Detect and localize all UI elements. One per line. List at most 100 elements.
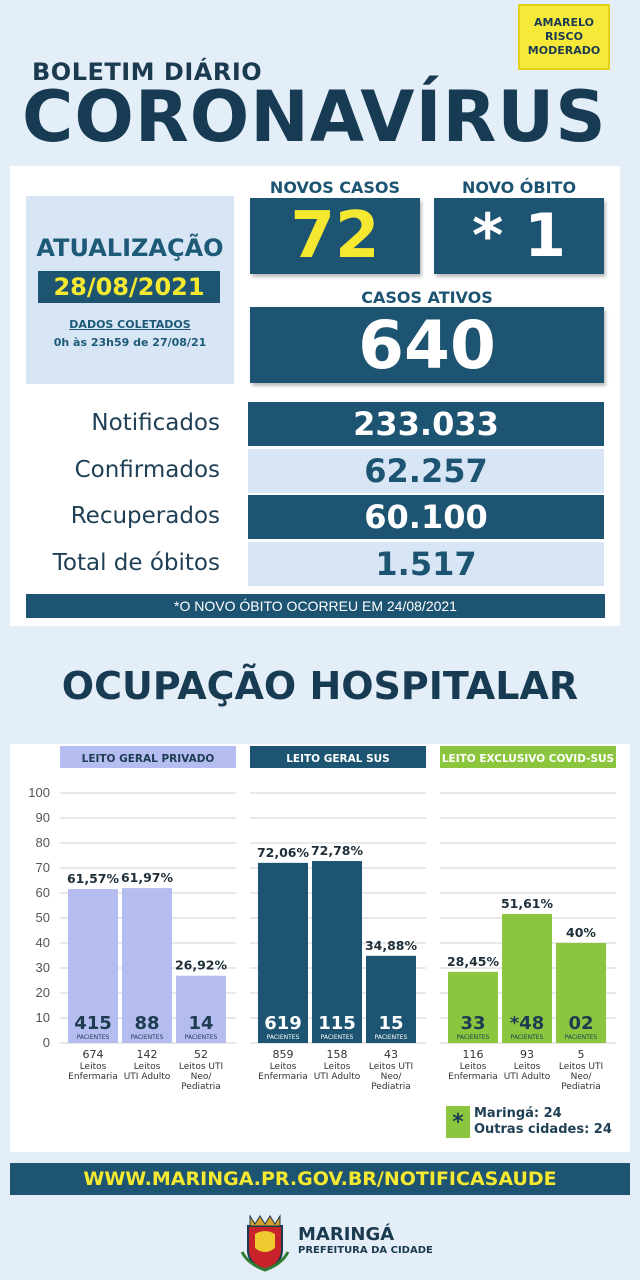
bar xyxy=(176,975,226,1043)
group-header-label: LEITO GERAL SUS xyxy=(286,753,390,765)
risk-line-2: RISCO xyxy=(545,30,583,43)
bed-count: 674 xyxy=(83,1048,104,1061)
new-cases-label: NOVOS CASOS xyxy=(269,178,401,197)
y-tick-label: 70 xyxy=(36,860,50,875)
risk-line-3: MODERADO xyxy=(527,44,601,57)
bar xyxy=(502,913,552,1043)
total-label: Recuperados xyxy=(70,503,220,529)
bed-category-line: UTI Adulto xyxy=(314,1072,361,1082)
bar-percent-label: 40% xyxy=(566,925,596,940)
legend-maringa: Maringá: 24 xyxy=(474,1106,562,1121)
y-tick-label: 10 xyxy=(36,1010,50,1025)
bar-patient-count: 415 xyxy=(74,1013,112,1034)
bar-patient-count: *48 xyxy=(510,1013,544,1034)
update-date: 28/08/2021 xyxy=(38,271,220,303)
total-value: 60.100 xyxy=(248,495,604,539)
bar-patient-unit: PACIENTES xyxy=(131,1034,164,1041)
y-tick-label: 0 xyxy=(43,1035,50,1050)
bar-patient-unit: PACIENTES xyxy=(457,1034,490,1041)
page-title: CORONAVÍRUS xyxy=(22,76,607,158)
bed-category-line: UTI Adulto xyxy=(504,1072,551,1082)
bar xyxy=(122,888,172,1043)
bar-percent-label: 61,57% xyxy=(67,871,120,886)
bed-count: 116 xyxy=(463,1048,484,1061)
bed-category-line: Leitos xyxy=(514,1062,541,1072)
bed-category-line: Pediatria xyxy=(181,1082,221,1092)
y-tick-label: 20 xyxy=(36,985,50,1000)
bed-category-line: Leitos xyxy=(80,1062,107,1072)
risk-line-1: AMARELO xyxy=(534,16,594,29)
bar xyxy=(448,971,498,1043)
bar-patient-unit: PACIENTES xyxy=(565,1034,598,1041)
bar-patient-count: 619 xyxy=(264,1013,302,1034)
bar-patient-count: 02 xyxy=(568,1013,593,1034)
footnote: *O NOVO ÓBITO OCORREU EM 24/08/2021 xyxy=(26,594,605,618)
y-tick-label: 30 xyxy=(36,960,50,975)
group-header-label: LEITO GERAL PRIVADO xyxy=(82,753,215,765)
total-label: Confirmados xyxy=(74,457,220,483)
hospital-section-title: OCUPAÇÃO HOSPITALAR xyxy=(61,664,579,708)
hospital-occupancy-chart: 0 10 20 30 40 50 60 70 80 90 100 LEITO GERAL PRIVAD… xyxy=(28,746,616,1092)
bed-category-line: Enfermaria xyxy=(258,1072,308,1082)
bed-category-line: Neo/ xyxy=(381,1072,403,1082)
city-seal-icon xyxy=(240,1214,290,1272)
bar xyxy=(258,862,308,1043)
bar-patient-count: 88 xyxy=(134,1013,159,1034)
bed-count: 859 xyxy=(273,1048,294,1061)
total-value: 1.517 xyxy=(248,542,604,586)
group-header xyxy=(440,746,616,768)
bar-patient-count: 115 xyxy=(318,1013,356,1034)
bar-patient-unit: PACIENTES xyxy=(375,1034,408,1041)
collection-note-period: 0h às 23h59 de 27/08/21 xyxy=(53,336,207,349)
total-value: 62.257 xyxy=(248,449,604,493)
group-header-label: LEITO EXCLUSIVO COVID-SUS xyxy=(442,753,614,765)
bed-category-line: UTI Adulto xyxy=(124,1072,171,1082)
bed-category-line: Neo/ xyxy=(571,1072,593,1082)
bed-category-line: Leitos UTI xyxy=(369,1062,413,1072)
bar-percent-label: 28,45% xyxy=(447,954,500,969)
bar-percent-label: 26,92% xyxy=(175,958,228,973)
bed-category-line: Enfermaria xyxy=(448,1072,498,1082)
update-label: ATUALIZAÇÃO xyxy=(36,234,224,262)
bar-patient-count: 33 xyxy=(460,1013,485,1034)
bar-patient-count: 15 xyxy=(378,1013,403,1034)
y-tick-label: 90 xyxy=(36,810,50,825)
bar xyxy=(312,861,362,1043)
bar-patient-unit: PACIENTES xyxy=(321,1034,354,1041)
y-tick-label: 60 xyxy=(36,885,50,900)
y-tick-label: 80 xyxy=(36,835,50,850)
bar xyxy=(366,955,416,1043)
new-death-label: NOVO ÓBITO xyxy=(461,178,577,197)
bed-count: 93 xyxy=(520,1048,534,1061)
bed-count: 142 xyxy=(137,1048,158,1061)
bed-count: 5 xyxy=(578,1048,585,1061)
new-cases-value: 72 xyxy=(250,198,420,274)
total-label: Notificados xyxy=(91,410,220,436)
collection-note-title: DADOS COLETADOS xyxy=(69,318,191,331)
bed-category-line: Pediatria xyxy=(371,1082,411,1092)
bed-category-line: Enfermaria xyxy=(68,1072,118,1082)
collection-note: DADOS COLETADOS 0h às 23h59 de 27/08/21 xyxy=(26,316,234,352)
y-tick-label: 50 xyxy=(36,910,50,925)
bar-percent-label: 51,61% xyxy=(501,896,554,911)
legend-text: Maringá: 24 Outras cidades: 24 xyxy=(474,1106,612,1138)
bed-category-line: Leitos xyxy=(460,1062,487,1072)
website-link[interactable]: WWW.MARINGA.PR.GOV.BR/NOTIFICASAUDE xyxy=(10,1163,630,1195)
city-name: MARINGÁ xyxy=(298,1224,395,1245)
active-cases-value: 640 xyxy=(250,307,604,384)
group-header xyxy=(60,746,236,768)
legend-other-cities: Outras cidades: 24 xyxy=(474,1122,612,1137)
bed-category-line: Leitos xyxy=(134,1062,161,1072)
bar-percent-label: 72,78% xyxy=(311,843,364,858)
bed-category-line: Leitos xyxy=(324,1062,351,1072)
bar xyxy=(68,889,118,1043)
bulletin-subtitle: BOLETIM DIÁRIO xyxy=(32,58,263,86)
bed-category-line: Neo/ xyxy=(191,1072,213,1082)
bed-category-line: Leitos UTI xyxy=(559,1062,603,1072)
bar-percent-label: 61,97% xyxy=(121,870,174,885)
bar-patient-unit: PACIENTES xyxy=(511,1034,544,1041)
y-tick-label: 100 xyxy=(28,785,50,800)
legend-symbol: * xyxy=(446,1106,470,1138)
new-death-value: * 1 xyxy=(434,198,604,274)
total-label: Total de óbitos xyxy=(52,550,220,576)
